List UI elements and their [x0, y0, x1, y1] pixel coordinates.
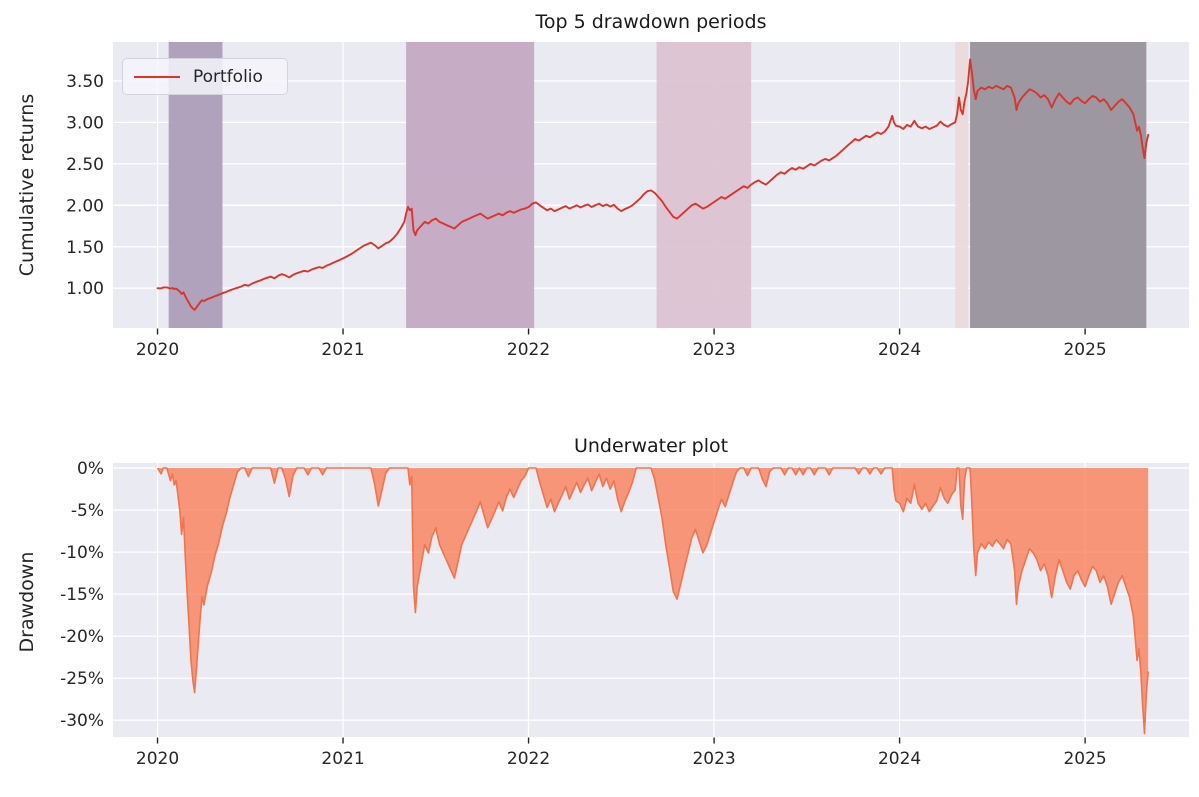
y-tick-label: -20%	[60, 627, 104, 647]
top-chart-title: Top 5 drawdown periods	[535, 11, 767, 33]
y-tick-label: 0%	[77, 459, 104, 479]
x-tick-label: 2022	[507, 749, 550, 769]
x-tick-label: 2023	[692, 749, 735, 769]
x-tick-label: 2025	[1063, 340, 1106, 360]
y-tick-label: 3.50	[66, 72, 104, 92]
y-tick-label: 2.00	[66, 196, 104, 216]
legend-portfolio-line-icon	[134, 75, 180, 78]
legend-box: Portfolio	[122, 58, 288, 95]
bottom-chart-title: Underwater plot	[573, 435, 729, 457]
x-tick-label: 2023	[692, 340, 735, 360]
y-tick-label: 2.50	[66, 155, 104, 175]
y-tick-label: -25%	[60, 669, 104, 689]
bottom-chart-y-axis-label: Drawdown	[16, 551, 38, 653]
x-tick-label: 2025	[1063, 749, 1106, 769]
x-tick-label: 2024	[878, 749, 921, 769]
x-tick-label: 2022	[507, 340, 550, 360]
x-tick-label: 2024	[878, 340, 921, 360]
x-tick-label: 2021	[321, 749, 364, 769]
x-tick-label: 2021	[321, 340, 364, 360]
x-tick-label: 2020	[136, 749, 179, 769]
drawdown-period-band	[955, 42, 969, 328]
y-tick-label: 1.50	[66, 238, 104, 258]
y-tick-label: 3.00	[66, 113, 104, 133]
drawdown-area-fill	[157, 468, 1149, 734]
drawdown-period-band	[656, 42, 752, 328]
drawdown-period-band	[406, 42, 535, 328]
drawdown-period-band	[970, 42, 1147, 328]
y-tick-label: -5%	[71, 501, 104, 521]
y-tick-label: 1.00	[66, 279, 104, 299]
y-tick-label: -15%	[60, 585, 104, 605]
top-chart-y-axis-label: Cumulative returns	[16, 93, 38, 277]
y-tick-label: -10%	[60, 543, 104, 563]
portfolio-line	[156, 58, 1150, 311]
legend-portfolio-label: Portfolio	[193, 66, 263, 87]
drawdown-area-edge	[156, 467, 1149, 735]
x-tick-label: 2020	[136, 340, 179, 360]
y-tick-label: -30%	[60, 711, 104, 731]
